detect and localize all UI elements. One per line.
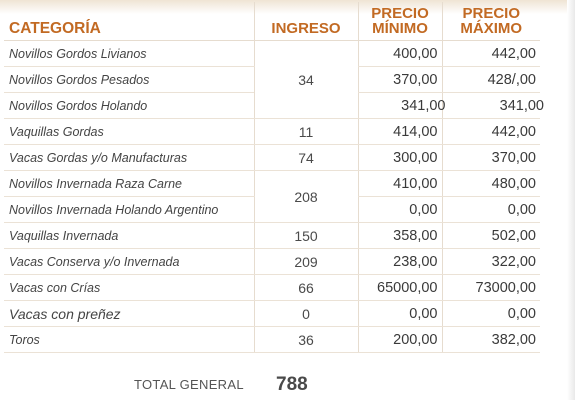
table-row: Vacas con preñez 0 0,00 0,00: [4, 300, 540, 327]
row-precio-minimo: 0,00: [357, 196, 442, 223]
livestock-price-table: CATEGORÍA INGRESO PRECIO MÍNIMO PRECIO M…: [4, 2, 544, 353]
row-ingreso: 150: [253, 222, 358, 249]
row-precio-maximo: 73000,00: [441, 274, 540, 301]
row-precio-minimo: 200,00: [357, 326, 442, 353]
row-ingreso: 66: [253, 274, 358, 301]
row-precio-minimo: 370,00: [357, 66, 442, 93]
row-categoria: Vacas con preñez: [4, 300, 254, 327]
row-categoria: Novillos Invernada Raza Carne: [4, 170, 254, 197]
total-general-value: 788: [276, 374, 308, 395]
header-ingreso: INGRESO: [253, 2, 358, 41]
row-precio-minimo: 400,00: [357, 40, 442, 67]
row-precio-maximo: 480,00: [441, 170, 540, 197]
header-precio-maximo-line1: PRECIO: [462, 5, 520, 22]
row-precio-minimo: 358,00: [357, 222, 442, 249]
row-precio-maximo: 341,00: [441, 92, 544, 119]
row-precio-minimo: 0,00: [357, 300, 442, 327]
total-general: TOTAL GENERAL 788: [0, 374, 575, 395]
header-precio-maximo-line2: MÁXIMO: [460, 20, 523, 37]
table-row: Toros 36 200,00 382,00: [4, 326, 540, 353]
row-categoria: Vacas Conserva y/o Invernada: [4, 248, 254, 275]
row-precio-maximo-value: 341,00: [499, 97, 544, 114]
row-categoria: Novillos Invernada Holando Argentino: [4, 196, 254, 223]
row-ingreso: 0: [253, 300, 358, 327]
row-ingreso: 36: [253, 326, 358, 353]
row-categoria: Vacas Gordas y/o Manufacturas: [4, 144, 254, 171]
row-ingreso: 11: [253, 118, 358, 145]
row-precio-maximo: 442,00: [441, 118, 540, 145]
page-edge-shadow: [567, 0, 575, 400]
row-precio-minimo: 65000,00: [357, 274, 442, 301]
header-precio-minimo-line2: MÍNIMO: [372, 20, 428, 37]
row-ingreso-group: 34: [253, 40, 358, 119]
table-header-row: CATEGORÍA INGRESO PRECIO MÍNIMO PRECIO M…: [4, 2, 540, 41]
row-categoria: Toros: [4, 326, 254, 353]
row-precio-maximo: 442,00: [441, 40, 540, 67]
table-row: Vaquillas Gordas 11 414,00 442,00: [4, 118, 540, 145]
row-precio-minimo: 414,00: [357, 118, 442, 145]
table-row: Vacas con Crías 66 65000,00 73000,00: [4, 274, 540, 301]
row-precio-minimo: 410,00: [357, 170, 442, 197]
row-precio-minimo: 300,00: [357, 144, 442, 171]
table-row: Novillos Gordos Livianos 34 400,00 442,0…: [4, 40, 540, 119]
row-ingreso: 209: [253, 248, 358, 275]
row-ingreso: 74: [253, 144, 358, 171]
row-precio-maximo: 0,00: [441, 300, 540, 327]
header-precio-minimo-line1: PRECIO: [371, 5, 429, 22]
table-row: Novillos Gordos Pesados 370,00 428/,00: [4, 66, 540, 93]
row-precio-maximo: 428/,00: [441, 66, 540, 93]
row-categoria: Novillos Gordos Holando: [4, 92, 254, 119]
row-precio-minimo-value: 341,00: [401, 97, 446, 114]
header-precio-minimo: PRECIO MÍNIMO: [357, 2, 442, 41]
row-ingreso-group: 208: [253, 170, 358, 223]
table-row: Novillos Invernada Raza Carne 208 410,00…: [4, 170, 540, 223]
total-general-label: TOTAL GENERAL: [134, 377, 244, 392]
table-row: Novillos Invernada Holando Argentino 0,0…: [4, 196, 540, 223]
header-precio-maximo: PRECIO MÁXIMO: [441, 2, 540, 41]
row-categoria: Vaquillas Gordas: [4, 118, 254, 145]
row-precio-minimo: 238,00: [357, 248, 442, 275]
row-categoria: Novillos Gordos Livianos: [4, 40, 254, 67]
row-categoria: Vacas con Crías: [4, 274, 254, 301]
row-precio-maximo: 370,00: [441, 144, 540, 171]
table-row: Vaquillas Invernada 150 358,00 502,00: [4, 222, 540, 249]
row-precio-maximo: 382,00: [441, 326, 540, 353]
header-categoria: CATEGORÍA: [4, 2, 254, 41]
row-precio-maximo: 322,00: [441, 248, 540, 275]
table-row: Vacas Gordas y/o Manufacturas 74 300,00 …: [4, 144, 540, 171]
row-categoria: Vaquillas Invernada: [4, 222, 254, 249]
row-precio-maximo: 0,00: [441, 196, 540, 223]
row-precio-maximo: 502,00: [441, 222, 540, 249]
table-row: Novillos Gordos Holando 341,00 341,00: [4, 92, 544, 119]
row-precio-minimo: 341,00: [357, 92, 446, 119]
row-categoria: Novillos Gordos Pesados: [4, 66, 254, 93]
table-row: Vacas Conserva y/o Invernada 209 238,00 …: [4, 248, 540, 275]
